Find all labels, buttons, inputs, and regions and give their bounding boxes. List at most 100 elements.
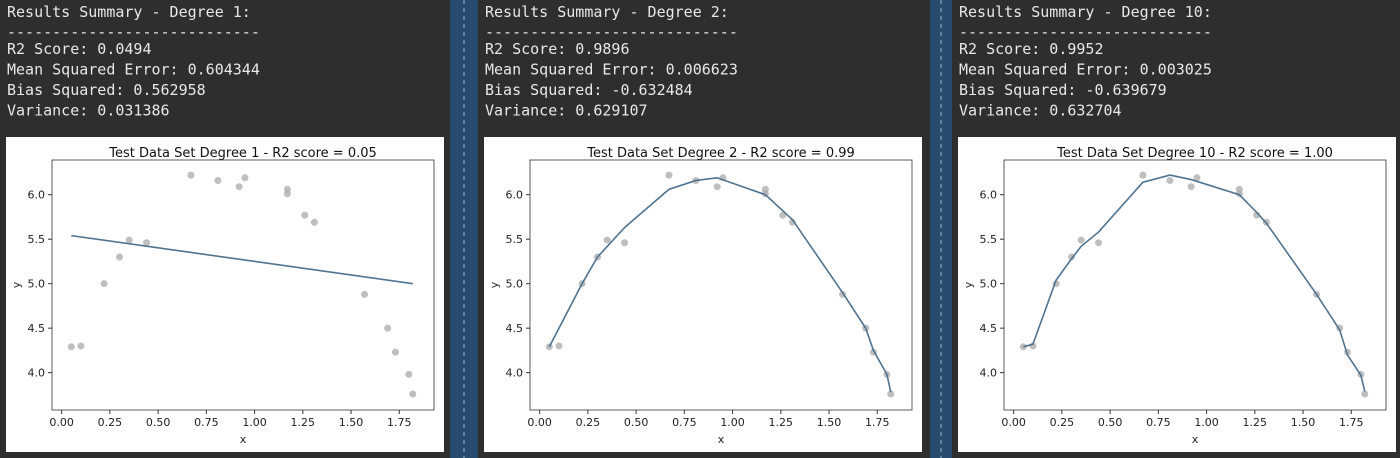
- data-point: [125, 236, 133, 244]
- divider: [930, 0, 952, 458]
- plot-frame: [51, 159, 435, 411]
- x-tick-label: 0.00: [49, 416, 74, 429]
- data-point: [603, 236, 611, 244]
- chart: Test Data Set Degree 10 - R2 score = 1.0…: [958, 137, 1396, 452]
- chart-background: [6, 137, 444, 452]
- data-point: [1166, 176, 1174, 184]
- summary-line: Mean Squared Error: 0.006623: [485, 61, 738, 79]
- x-tick-label: 0.75: [194, 416, 219, 429]
- summary-line: Bias Squared: -0.639679: [959, 81, 1167, 99]
- data-point: [301, 211, 309, 219]
- summary-line: Bias Squared: 0.562958: [7, 81, 206, 99]
- data-point: [713, 183, 721, 191]
- data-point: [361, 290, 369, 298]
- data-point: [1139, 171, 1147, 179]
- x-tick-label: 0.50: [1098, 416, 1123, 429]
- y-tick-label: 6.0: [28, 189, 46, 202]
- chart-background: [958, 137, 1396, 452]
- x-tick-label: 0.50: [146, 416, 171, 429]
- data-point: [143, 239, 151, 247]
- y-tick-label: 5.5: [980, 233, 998, 246]
- chart-title: Test Data Set Degree 10 - R2 score = 1.0…: [1056, 146, 1333, 161]
- plot-frame: [1003, 159, 1387, 411]
- fit-line: [1023, 174, 1366, 392]
- x-tick-label: 0.25: [98, 416, 123, 429]
- summary-line: R2 Score: 0.0494: [7, 40, 152, 58]
- data-point: [788, 218, 796, 226]
- data-point: [77, 342, 85, 350]
- data-point: [1095, 239, 1103, 247]
- y-tick-label: 6.0: [506, 189, 524, 202]
- data-point: [1361, 390, 1369, 398]
- data-point: [1187, 183, 1195, 191]
- y-tick-label: 4.5: [980, 322, 998, 335]
- chart-title: Test Data Set Degree 2 - R2 score = 0.99: [586, 146, 855, 161]
- plot-frame: [529, 159, 913, 411]
- x-tick-label: 0.00: [527, 416, 552, 429]
- x-tick-label: 1.50: [339, 416, 364, 429]
- y-axis-label: y: [962, 281, 975, 288]
- data-point: [235, 183, 243, 191]
- data-point: [555, 342, 563, 350]
- y-tick-label: 4.5: [506, 322, 524, 335]
- x-tick-label: 1.50: [817, 416, 842, 429]
- summary-line: Bias Squared: -0.632484: [485, 81, 693, 99]
- y-tick-label: 5.5: [28, 233, 46, 246]
- x-axis-label: x: [1192, 433, 1199, 446]
- y-tick-label: 5.0: [980, 278, 998, 291]
- x-axis-label: x: [240, 433, 247, 446]
- y-tick-label: 5.0: [28, 278, 46, 291]
- summary-rule: ----------------------------: [959, 23, 1212, 41]
- y-axis-label: y: [488, 281, 501, 288]
- x-tick-label: 1.00: [720, 416, 745, 429]
- x-tick-label: 1.25: [291, 416, 316, 429]
- summary-line: Variance: 0.031386: [7, 102, 170, 120]
- summary-title: Results Summary - Degree 2:: [485, 3, 729, 21]
- y-axis-label: y: [10, 281, 23, 288]
- data-point: [665, 171, 673, 179]
- x-tick-label: 0.50: [624, 416, 649, 429]
- data-point: [67, 343, 75, 351]
- divider: [450, 0, 478, 458]
- summary-line: Mean Squared Error: 0.003025: [959, 61, 1212, 79]
- data-point: [100, 280, 108, 288]
- x-tick-label: 1.25: [1243, 416, 1268, 429]
- chart-background: [484, 137, 922, 452]
- x-tick-label: 1.75: [865, 416, 890, 429]
- chart: Test Data Set Degree 2 - R2 score = 0.99…: [484, 137, 922, 452]
- summary-rule: ----------------------------: [485, 23, 738, 41]
- data-point: [116, 253, 124, 261]
- summary-line: R2 Score: 0.9952: [959, 40, 1104, 58]
- x-tick-label: 1.75: [387, 416, 412, 429]
- x-axis-label: x: [718, 433, 725, 446]
- data-point: [1077, 236, 1085, 244]
- data-point: [214, 176, 222, 184]
- summary-rule: ----------------------------: [7, 23, 260, 41]
- x-tick-label: 1.50: [1291, 416, 1316, 429]
- y-tick-label: 6.0: [980, 189, 998, 202]
- x-tick-label: 1.25: [769, 416, 794, 429]
- y-tick-label: 5.0: [506, 278, 524, 291]
- summary-line: Variance: 0.632704: [959, 102, 1122, 120]
- y-tick-label: 4.5: [28, 322, 46, 335]
- data-point: [187, 171, 195, 179]
- summary-line: R2 Score: 0.9896: [485, 40, 630, 58]
- data-point: [409, 390, 417, 398]
- summary-title: Results Summary - Degree 10:: [959, 3, 1212, 21]
- x-tick-label: 1.00: [242, 416, 267, 429]
- y-tick-label: 4.0: [28, 367, 46, 380]
- data-point: [384, 324, 392, 332]
- x-tick-label: 0.25: [1050, 416, 1075, 429]
- x-tick-label: 0.25: [576, 416, 601, 429]
- chart: Test Data Set Degree 1 - R2 score = 0.05…: [6, 137, 444, 452]
- data-point: [283, 190, 291, 198]
- y-tick-label: 4.0: [506, 367, 524, 380]
- y-tick-label: 5.5: [506, 233, 524, 246]
- fit-line: [548, 176, 892, 393]
- data-point: [391, 348, 399, 356]
- data-point: [621, 239, 629, 247]
- summary-line: Variance: 0.629107: [485, 102, 648, 120]
- fit-line: [71, 234, 413, 285]
